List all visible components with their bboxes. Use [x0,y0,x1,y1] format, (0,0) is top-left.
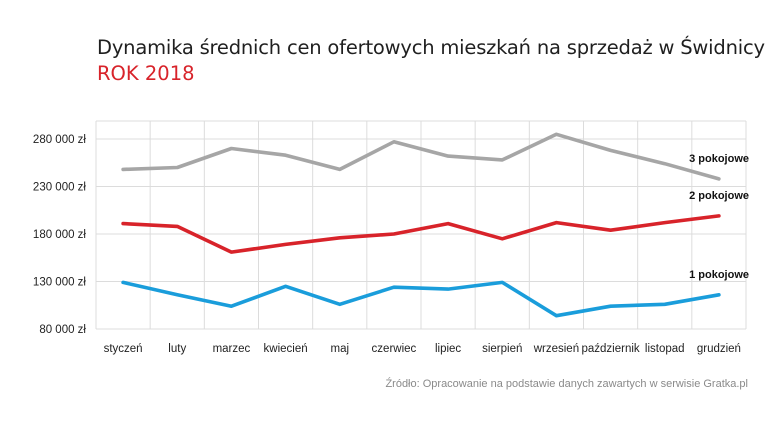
x-tick-label: czerwiec [372,343,417,355]
x-tick-label: styczeń [104,343,143,355]
x-tick-label: listopad [645,343,685,355]
series-label: 1 pokojowe [689,269,749,281]
x-tick-label: marzec [213,343,251,355]
x-tick-label: wrzesień [533,343,579,355]
chart-title: Dynamika średnich cen ofertowych mieszka… [97,36,765,59]
series-line [121,214,721,254]
series-lines [121,132,721,318]
series-labels: 3 pokojowe 2 pokojowe 1 pokojowe [689,153,749,281]
grid [95,120,747,330]
series-line [121,280,721,318]
y-axis-ticks: 80 000 zł 130 000 zł 180 000 zł 230 000 zł 2… [33,134,87,336]
y-tick-label: 80 000 zł [39,324,86,336]
x-tick-label: październik [581,343,639,355]
x-tick-label: lipiec [435,343,461,355]
y-tick-label: 180 000 zł [33,229,87,241]
y-tick-label: 130 000 zł [33,277,87,289]
chart-subtitle: ROK 2018 [97,62,195,85]
x-tick-label: sierpień [482,343,522,355]
x-tick-label: maj [330,343,349,355]
series-line [121,132,721,181]
series-label: 3 pokojowe [689,153,749,165]
x-tick-label: kwiecień [264,343,308,355]
y-tick-label: 280 000 zł [33,134,87,146]
y-tick-label: 230 000 zł [33,182,87,194]
source-note: Źródło: Opracowanie na podstawie danych … [385,378,748,390]
x-axis-ticks: styczeń luty marzec kwiecień maj czerwiec lipi… [104,343,741,355]
series-label: 2 pokojowe [689,190,749,202]
x-tick-label: luty [168,343,186,355]
x-tick-label: grudzień [697,343,741,355]
